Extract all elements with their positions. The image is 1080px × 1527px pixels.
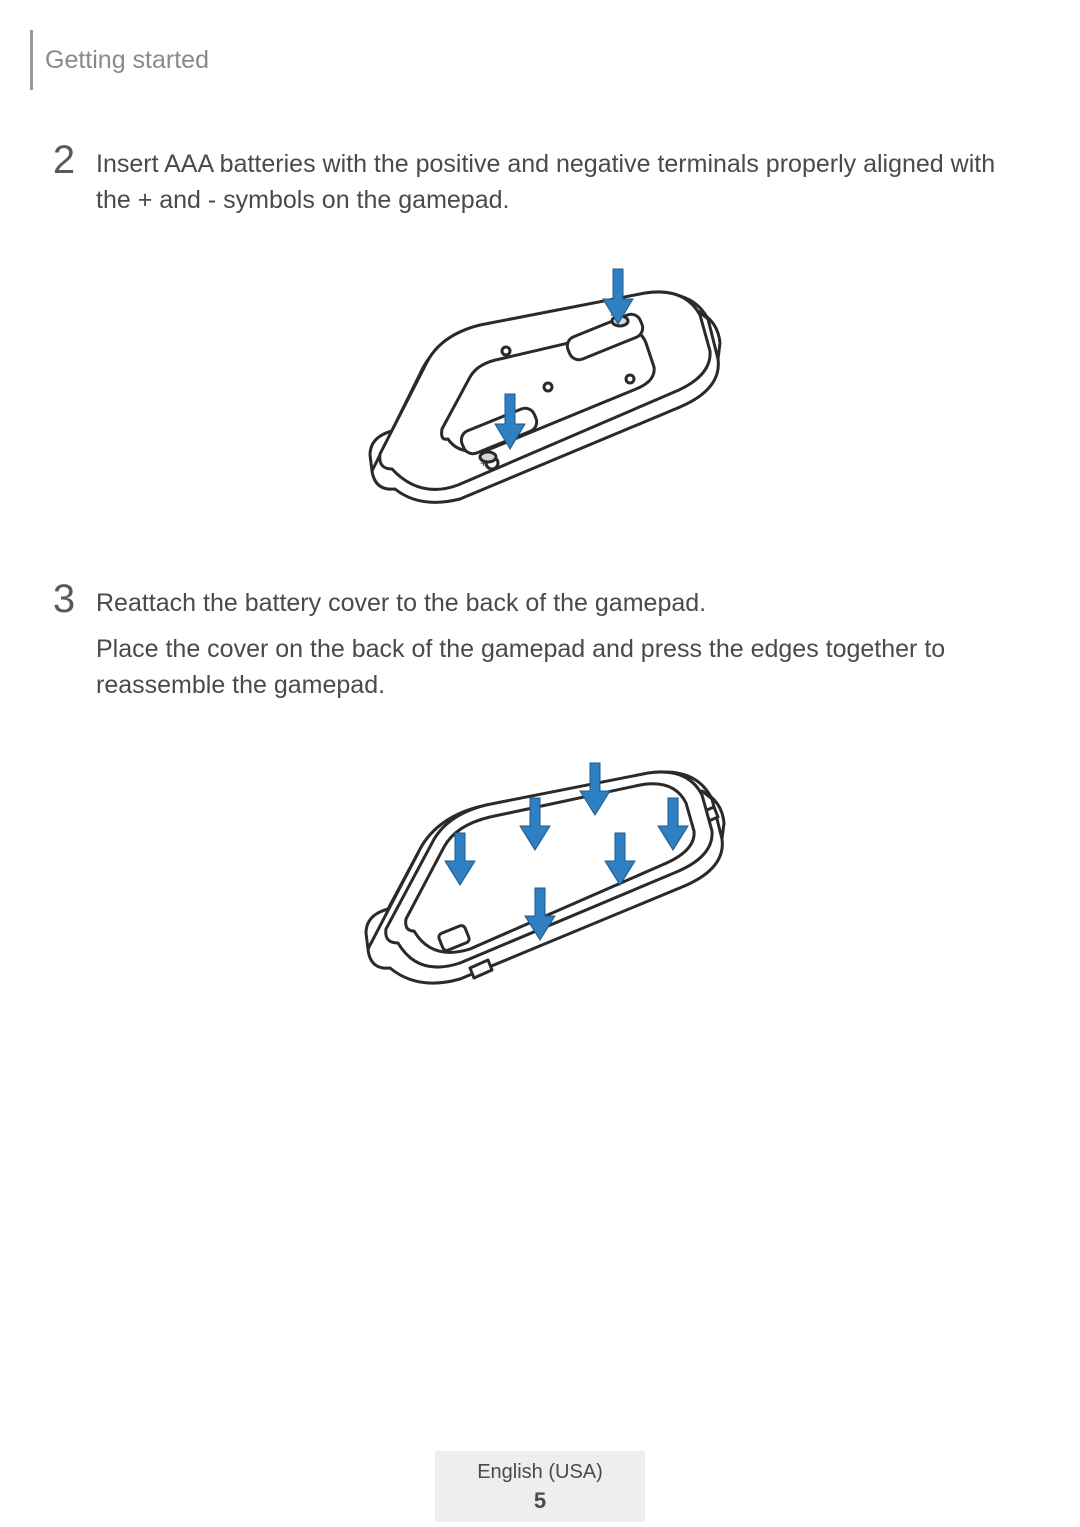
- page-footer: English (USA) 5: [435, 1451, 645, 1522]
- footer-language: English (USA): [435, 1461, 645, 1484]
- cover-attach-illustration: [320, 743, 760, 993]
- figure-cover-attach: [50, 743, 1030, 993]
- step-3-body: Reattach the battery cover to the back o…: [96, 579, 1030, 714]
- step-3-text-2: Place the cover on the back of the gamep…: [96, 631, 1030, 704]
- footer-page-number: 5: [435, 1488, 645, 1514]
- step-3-text-1: Reattach the battery cover to the back o…: [96, 585, 1030, 621]
- section-title: Getting started: [45, 46, 209, 75]
- step-3-number: 3: [50, 579, 78, 619]
- figure-battery-insert: + +: [50, 259, 1030, 519]
- step-2-body: Insert AAA batteries with the positive a…: [96, 140, 1030, 229]
- battery-insert-illustration: + +: [320, 259, 760, 519]
- step-2-number: 2: [50, 140, 78, 180]
- header-section: Getting started: [0, 0, 1080, 90]
- header-accent-bar: [30, 30, 33, 90]
- step-2-text: Insert AAA batteries with the positive a…: [96, 146, 1030, 219]
- step-2: 2 Insert AAA batteries with the positive…: [50, 140, 1030, 229]
- content-area: 2 Insert AAA batteries with the positive…: [0, 90, 1080, 993]
- step-3: 3 Reattach the battery cover to the back…: [50, 579, 1030, 714]
